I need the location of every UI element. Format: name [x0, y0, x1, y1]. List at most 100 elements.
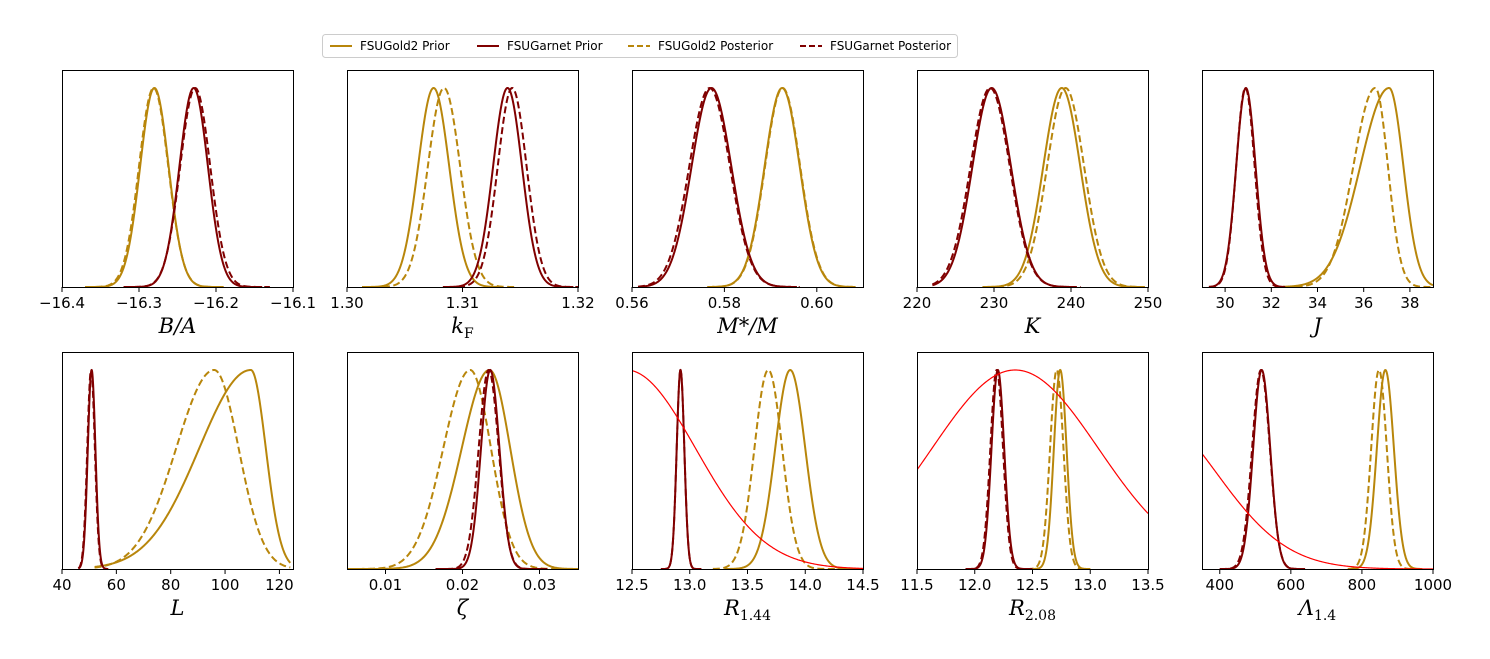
- series-group: [362, 86, 578, 287]
- x-tick-label: 240: [1057, 294, 1086, 312]
- x-tick-label: −16.4: [39, 294, 85, 312]
- x-tick-label: 13.5: [731, 576, 764, 594]
- x-tick-label: 120: [265, 576, 294, 594]
- series-group: [1202, 368, 1433, 569]
- x-tick-label: 1.31: [446, 294, 479, 312]
- panel-k-f: 1.30 1.31 1.32 kF: [330, 70, 595, 342]
- axes-frame: [1202, 70, 1434, 288]
- series-line-fsugold2-posterior: [712, 368, 863, 569]
- series-line-fsugold2-prior: [982, 87, 1142, 287]
- series-group: [85, 86, 270, 287]
- x-tick-label: 36: [1354, 294, 1373, 312]
- x-tick-label: 12.5: [1016, 576, 1049, 594]
- series-line-constraint: [917, 369, 1148, 514]
- series-line-fsugarnet-prior: [660, 368, 702, 569]
- series-line-fsugarnet-posterior: [932, 87, 1082, 287]
- series-group: [637, 86, 856, 287]
- x-axis-label-sub: 1.44: [740, 608, 771, 624]
- x-tick-label: 1000: [1414, 576, 1452, 594]
- series-line-fsugarnet-prior: [442, 86, 574, 287]
- series-line-fsugarnet-prior: [642, 86, 797, 287]
- x-tick-label: 12.5: [615, 576, 648, 594]
- axes-frame: [1202, 352, 1434, 570]
- x-axis-label: ζ: [457, 596, 470, 620]
- series-group: [632, 368, 863, 569]
- series-line-fsugarnet-posterior: [660, 368, 702, 569]
- series-line-fsugold2-prior: [94, 369, 292, 568]
- axes-frame: [347, 352, 579, 570]
- axes-frame: [62, 70, 294, 288]
- x-axis-label: L: [170, 596, 185, 620]
- x-axis-label: M*/M: [716, 314, 778, 338]
- series-line-fsugarnet-prior: [965, 368, 1033, 569]
- x-tick-label: 0.02: [446, 576, 479, 594]
- x-axis-label-main: L: [170, 596, 185, 620]
- axes-frame: [632, 70, 864, 288]
- series-line-fsugold2-prior: [724, 369, 863, 569]
- axes-frame: [632, 352, 864, 570]
- x-tick-label: 0.01: [369, 576, 402, 594]
- series-line-fsugold2-prior: [1351, 368, 1423, 569]
- series-line-fsugold2-posterior: [85, 86, 224, 287]
- panel-panel6: 0.01 0.02 0.03 ζ: [347, 352, 579, 620]
- series-group: [917, 368, 1148, 569]
- x-axis-label: K: [1024, 314, 1042, 338]
- panel-r-2-08: 11.5 12.0 12.5 13.0 13.5 R2.08: [900, 352, 1165, 624]
- x-axis-label-main: B/A: [158, 314, 197, 338]
- series-line-fsugarnet-posterior: [637, 86, 800, 287]
- x-tick-label: 13.5: [1131, 576, 1164, 594]
- x-tick-label: 80: [161, 576, 180, 594]
- series-line-fsugarnet-posterior: [1219, 368, 1306, 569]
- series-line-fsugold2-prior: [347, 368, 578, 569]
- x-axis-label: R2.08: [1008, 596, 1056, 624]
- series-line-fsugold2-posterior: [94, 368, 291, 569]
- series-line-fsugarnet-posterior: [965, 368, 1033, 569]
- x-tick-label: 1.30: [330, 294, 363, 312]
- x-tick-label: 600: [1277, 576, 1306, 594]
- x-tick-label: 13.0: [673, 576, 706, 594]
- legend-label-fsugarnet-prior: FSUGarnet Prior: [507, 39, 603, 53]
- series-line-fsugold2-prior: [707, 87, 856, 287]
- x-axis-label-main: J: [1309, 314, 1323, 338]
- series-line-fsugarnet-prior: [1208, 87, 1286, 287]
- series-line-fsugarnet-posterior: [447, 86, 578, 287]
- panels: −16.4 −16.3 −16.2 −16.1 B/A 1.30 1.31 1.32 kF 0.5…: [39, 70, 1452, 624]
- x-axis-label: Λ1.4: [1297, 596, 1337, 624]
- series-group: [347, 368, 578, 569]
- axes-frame: [917, 70, 1149, 288]
- x-tick-label: 220: [903, 294, 932, 312]
- x-axis-label-main: K: [1024, 314, 1042, 338]
- x-axis-label-main: M*/M: [716, 314, 778, 338]
- panel-k: 220 230 240 250 K: [903, 70, 1163, 338]
- series-line-fsugold2-prior: [1032, 368, 1091, 569]
- x-tick-label: 0.03: [523, 576, 556, 594]
- series-group: [932, 86, 1145, 287]
- x-tick-label: 250: [1134, 294, 1163, 312]
- series-line-fsugold2-posterior: [347, 368, 578, 569]
- series-line-fsugold2-prior: [362, 87, 503, 287]
- series-group: [1208, 86, 1433, 287]
- legend-label-fsugold2-posterior: FSUGold2 Posterior: [658, 39, 773, 53]
- series-line-fsugold2-posterior: [372, 86, 515, 287]
- legend: FSUGold2 Prior FSUGarnet Prior FSUGold2 Po…: [322, 34, 958, 58]
- panel-r-1-44: 12.5 13.0 13.5 14.0 14.5 R1.44: [615, 352, 880, 624]
- x-tick-label: 800: [1348, 576, 1377, 594]
- x-tick-label: 400: [1205, 576, 1234, 594]
- x-tick-label: 34: [1308, 294, 1327, 312]
- x-axis-label-main: k: [451, 314, 464, 338]
- x-axis-label: J: [1309, 314, 1323, 338]
- x-tick-label: 30: [1216, 294, 1235, 312]
- x-axis-label-main: R: [723, 596, 740, 620]
- x-tick-label: −16.2: [193, 294, 239, 312]
- x-axis-label: B/A: [158, 314, 197, 338]
- series-line-fsugarnet-posterior: [1208, 86, 1286, 287]
- x-tick-label: 11.5: [900, 576, 933, 594]
- series-line-fsugold2-posterior: [986, 86, 1145, 287]
- x-tick-label: 1.32: [561, 294, 594, 312]
- x-tick-label: 13.0: [1074, 576, 1107, 594]
- x-tick-label: −16.1: [270, 294, 316, 312]
- x-tick-label: 230: [980, 294, 1009, 312]
- x-axis-label-sub: 2.08: [1025, 608, 1056, 624]
- panel-b-a: −16.4 −16.3 −16.2 −16.1 B/A: [39, 70, 316, 338]
